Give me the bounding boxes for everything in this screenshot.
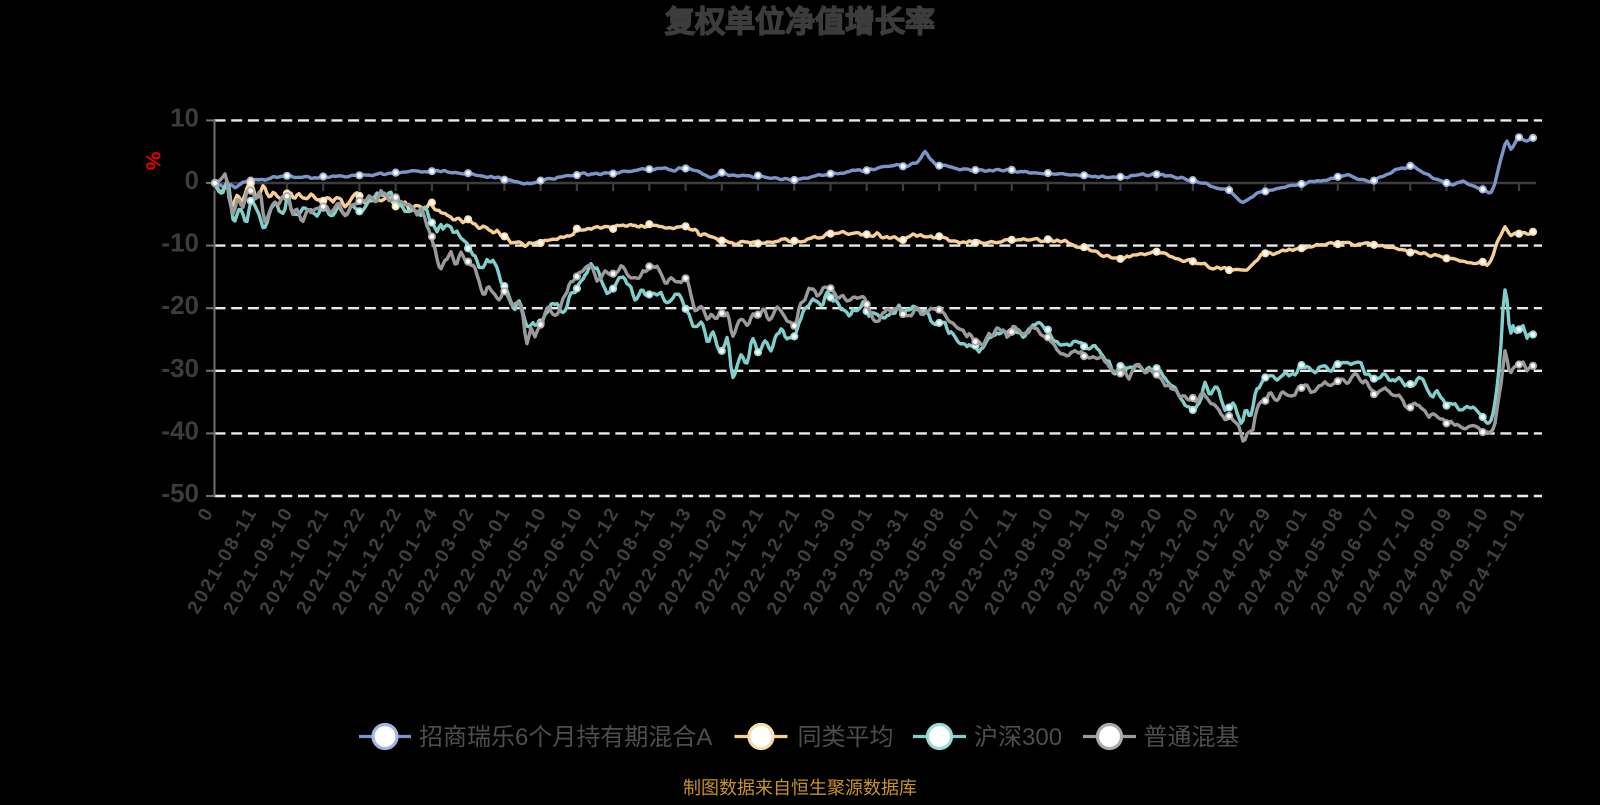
svg-text:-20: -20	[161, 290, 199, 320]
svg-text:制图数据来自恒生聚源数据库: 制图数据来自恒生聚源数据库	[683, 778, 917, 798]
svg-text:-50: -50	[161, 478, 199, 508]
svg-text:0: 0	[185, 165, 199, 195]
svg-text:10: 10	[170, 102, 199, 132]
svg-text:普通混基: 普通混基	[1144, 724, 1240, 751]
svg-text:%: %	[141, 152, 164, 171]
svg-text:同类平均: 同类平均	[798, 724, 894, 751]
svg-text:复权单位净值增长率: 复权单位净值增长率	[665, 5, 935, 39]
svg-text:沪深300: 沪深300	[974, 724, 1062, 751]
svg-text:-40: -40	[161, 415, 199, 445]
svg-text:招商瑞乐6个月持有期混合A: 招商瑞乐6个月持有期混合A	[419, 724, 712, 751]
svg-text:-10: -10	[161, 228, 199, 258]
svg-text:-30: -30	[161, 353, 199, 383]
